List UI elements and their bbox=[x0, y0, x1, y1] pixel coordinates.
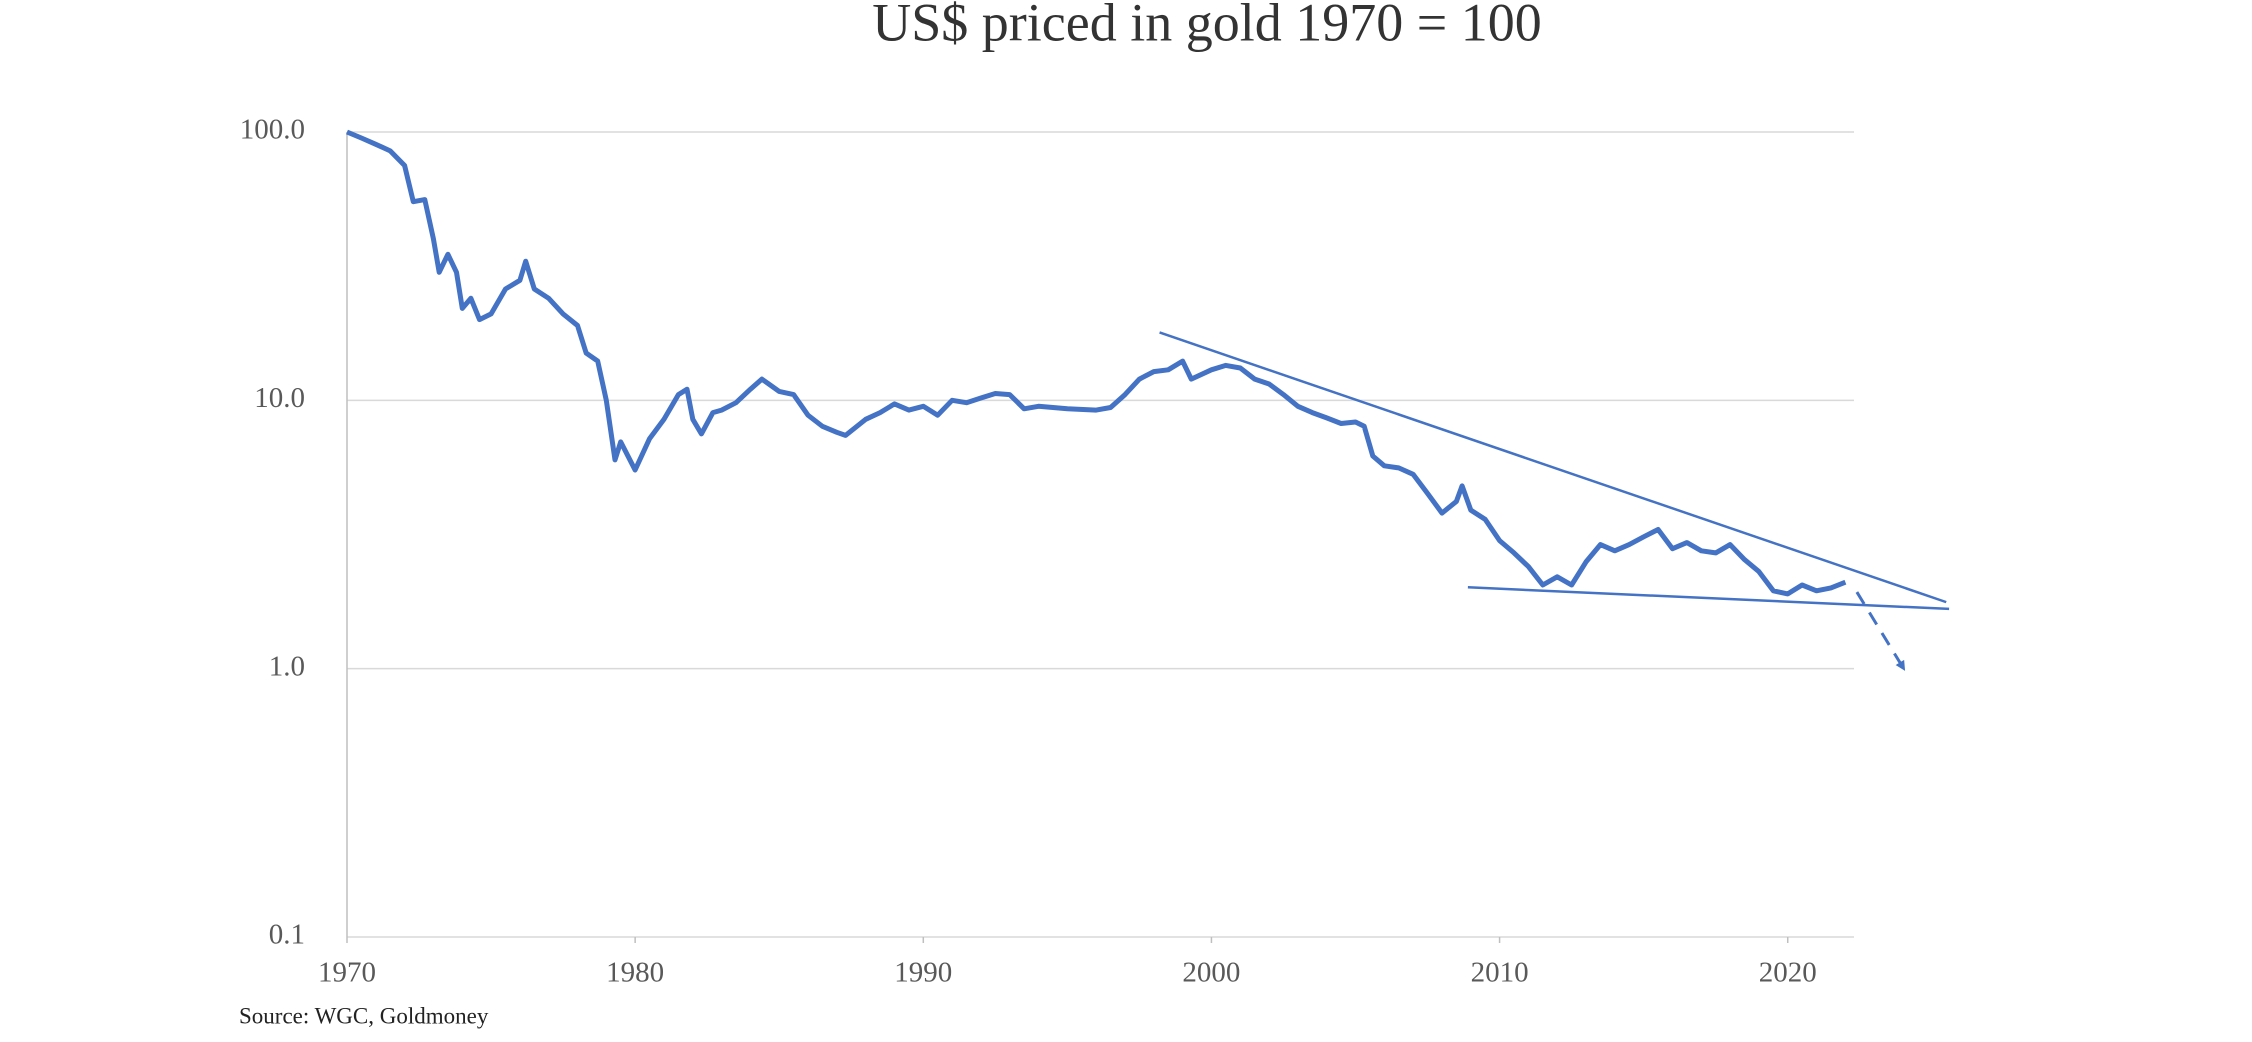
y-tick-label: 10.0 bbox=[254, 382, 305, 414]
x-tick-label: 2010 bbox=[1471, 957, 1529, 989]
forecast-arrow bbox=[1855, 591, 1906, 671]
x-tick-label: 2000 bbox=[1182, 957, 1240, 989]
chart-title: US$ priced in gold 1970 = 100 bbox=[872, 0, 1541, 52]
x-tick-label: 2020 bbox=[1759, 957, 1817, 989]
trend-line bbox=[1159, 331, 1947, 604]
x-tick-label: 1980 bbox=[606, 957, 664, 989]
source-note: Source: WGC, Goldmoney bbox=[239, 1003, 489, 1028]
x-tick-label: 1990 bbox=[894, 957, 952, 989]
x-tick-label: 1970 bbox=[318, 957, 376, 989]
y-tick-label: 0.1 bbox=[269, 919, 305, 951]
y-tick-label: 1.0 bbox=[269, 650, 305, 682]
y-tick-label: 100.0 bbox=[240, 114, 305, 146]
data-line bbox=[346, 129, 1847, 597]
trend-line bbox=[1467, 586, 1950, 611]
